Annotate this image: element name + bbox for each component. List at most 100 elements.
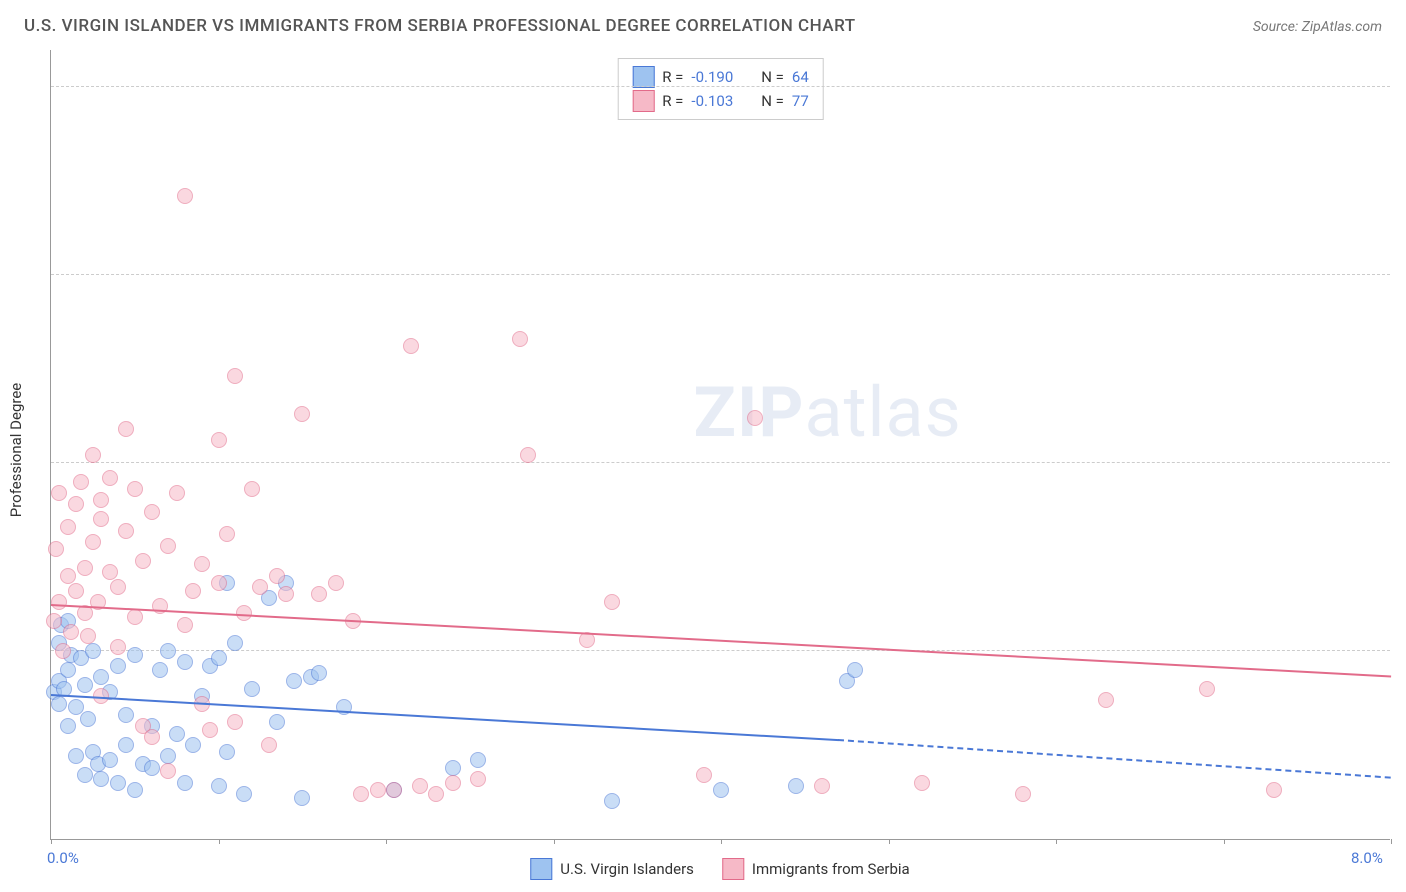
data-point xyxy=(85,534,101,550)
data-point xyxy=(110,579,126,595)
data-point xyxy=(68,496,84,512)
x-tick xyxy=(554,839,555,844)
series-legend-item: Immigrants from Serbia xyxy=(722,858,910,880)
data-point xyxy=(55,643,71,659)
chart-title: U.S. VIRGIN ISLANDER VS IMMIGRANTS FROM … xyxy=(24,16,856,36)
chart-header: U.S. VIRGIN ISLANDER VS IMMIGRANTS FROM … xyxy=(0,0,1406,44)
data-point xyxy=(51,485,67,501)
data-point xyxy=(294,790,310,806)
data-point xyxy=(169,485,185,501)
data-point xyxy=(51,696,67,712)
data-point xyxy=(294,406,310,422)
data-point xyxy=(102,470,118,486)
data-point xyxy=(219,744,235,760)
x-tick xyxy=(51,839,52,844)
data-point xyxy=(252,579,268,595)
gridline xyxy=(51,650,1390,651)
data-point xyxy=(428,786,444,802)
legend-n-value: 77 xyxy=(792,89,809,113)
data-point xyxy=(77,767,93,783)
data-point xyxy=(1098,692,1114,708)
data-point xyxy=(177,188,193,204)
series-legend-item: U.S. Virgin Islanders xyxy=(530,858,694,880)
legend-row: R =-0.103N =77 xyxy=(632,89,809,113)
data-point xyxy=(118,737,134,753)
series-name: U.S. Virgin Islanders xyxy=(560,860,694,878)
data-point xyxy=(261,737,277,753)
x-tick xyxy=(721,839,722,844)
data-point xyxy=(102,564,118,580)
data-point xyxy=(747,410,763,426)
data-point xyxy=(93,492,109,508)
watermark: ZIPatlas xyxy=(693,372,961,454)
data-point xyxy=(160,538,176,554)
data-point xyxy=(604,793,620,809)
data-point xyxy=(118,707,134,723)
legend-r-value: -0.103 xyxy=(691,89,733,113)
data-point xyxy=(144,760,160,776)
trend-line xyxy=(838,739,1391,779)
data-point xyxy=(60,568,76,584)
data-point xyxy=(77,560,93,576)
data-point xyxy=(127,647,143,663)
chart-source: Source: ZipAtlas.com xyxy=(1253,19,1382,35)
data-point xyxy=(185,583,201,599)
data-point xyxy=(127,609,143,625)
data-point xyxy=(445,760,461,776)
data-point xyxy=(520,447,536,463)
gridline xyxy=(51,86,1390,87)
legend-r-label: R = xyxy=(662,89,683,113)
data-point xyxy=(177,775,193,791)
gridline xyxy=(51,274,1390,275)
data-point xyxy=(211,575,227,591)
legend-swatch xyxy=(530,858,552,880)
data-point xyxy=(914,775,930,791)
data-point xyxy=(788,778,804,794)
data-point xyxy=(144,504,160,520)
data-point xyxy=(102,752,118,768)
data-point xyxy=(269,714,285,730)
data-point xyxy=(144,729,160,745)
data-point xyxy=(93,771,109,787)
data-point xyxy=(1015,786,1031,802)
data-point xyxy=(68,583,84,599)
data-point xyxy=(160,748,176,764)
data-point xyxy=(73,474,89,490)
x-tick xyxy=(386,839,387,844)
data-point xyxy=(93,669,109,685)
data-point xyxy=(353,786,369,802)
data-point xyxy=(63,624,79,640)
data-point xyxy=(814,778,830,794)
data-point xyxy=(236,786,252,802)
data-point xyxy=(244,681,260,697)
data-point xyxy=(177,654,193,670)
legend-swatch xyxy=(632,90,654,112)
data-point xyxy=(80,628,96,644)
x-tick-label: 0.0% xyxy=(47,849,79,867)
data-point xyxy=(412,778,428,794)
gridline xyxy=(51,462,1390,463)
data-point xyxy=(470,771,486,787)
data-point xyxy=(713,782,729,798)
data-point xyxy=(152,662,168,678)
correlation-legend: R =-0.190N =64R =-0.103N =77 xyxy=(617,58,824,120)
data-point xyxy=(512,331,528,347)
data-point xyxy=(60,519,76,535)
data-point xyxy=(386,782,402,798)
y-axis-label: Professional Degree xyxy=(7,383,25,518)
data-point xyxy=(77,677,93,693)
data-point xyxy=(328,575,344,591)
data-point xyxy=(227,714,243,730)
data-point xyxy=(185,737,201,753)
data-point xyxy=(118,523,134,539)
data-point xyxy=(127,481,143,497)
data-point xyxy=(227,368,243,384)
data-point xyxy=(68,748,84,764)
x-tick-label: 8.0% xyxy=(1351,849,1383,867)
data-point xyxy=(470,752,486,768)
x-tick xyxy=(219,839,220,844)
data-point xyxy=(60,718,76,734)
data-point xyxy=(445,775,461,791)
data-point xyxy=(219,526,235,542)
data-point xyxy=(269,568,285,584)
